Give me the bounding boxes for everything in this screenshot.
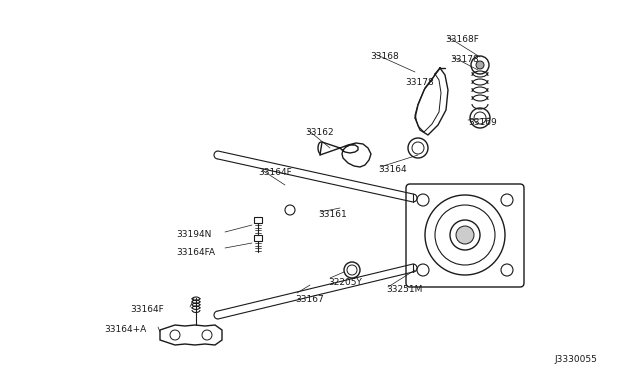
Text: 33164F: 33164F	[130, 305, 164, 314]
Text: 33178: 33178	[405, 78, 434, 87]
Text: 33161: 33161	[318, 210, 347, 219]
Text: 33164+A: 33164+A	[104, 325, 147, 334]
Text: 33169: 33169	[468, 118, 497, 127]
Text: J3330055: J3330055	[554, 355, 597, 364]
Text: 33164: 33164	[378, 165, 406, 174]
Text: 33178: 33178	[450, 55, 479, 64]
Circle shape	[476, 61, 484, 69]
Text: 33162: 33162	[305, 128, 333, 137]
Text: 33164F: 33164F	[258, 168, 292, 177]
Text: 33167: 33167	[295, 295, 324, 304]
Text: 33164FA: 33164FA	[176, 248, 215, 257]
Text: 33168: 33168	[370, 52, 399, 61]
Text: 33168F: 33168F	[445, 35, 479, 44]
Circle shape	[456, 226, 474, 244]
Text: 33251M: 33251M	[386, 285, 422, 294]
FancyBboxPatch shape	[406, 184, 524, 287]
Text: 33194N: 33194N	[176, 230, 211, 239]
FancyBboxPatch shape	[254, 235, 262, 241]
Text: 32205Y: 32205Y	[328, 278, 362, 287]
FancyBboxPatch shape	[254, 217, 262, 223]
